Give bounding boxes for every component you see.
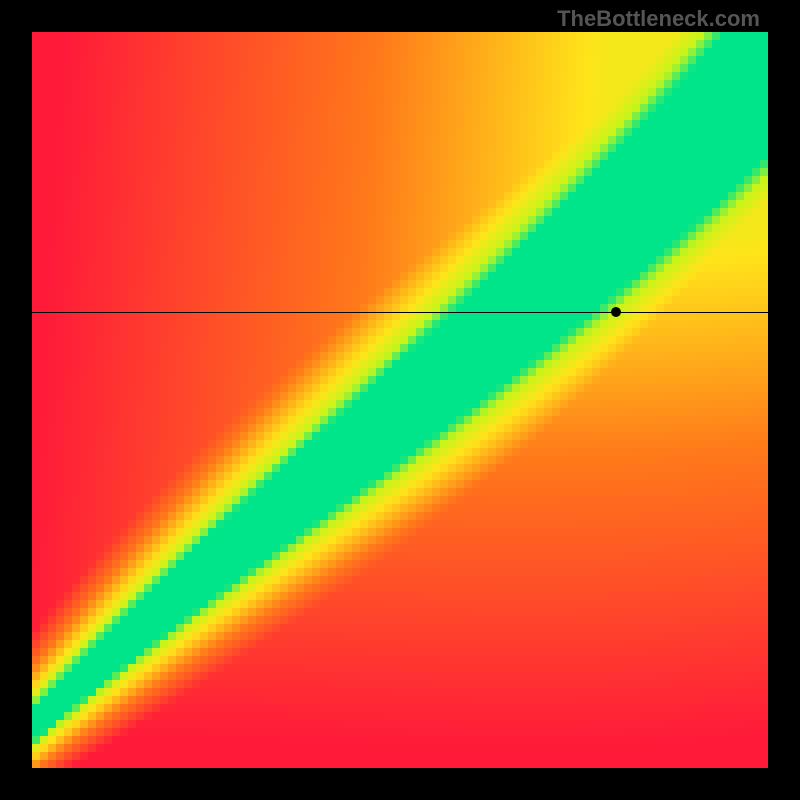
watermark-text: TheBottleneck.com	[557, 6, 760, 32]
heatmap-canvas	[32, 32, 768, 768]
intersection-marker	[611, 307, 621, 317]
bottleneck-heatmap	[32, 32, 768, 768]
crosshair-horizontal	[32, 312, 768, 313]
